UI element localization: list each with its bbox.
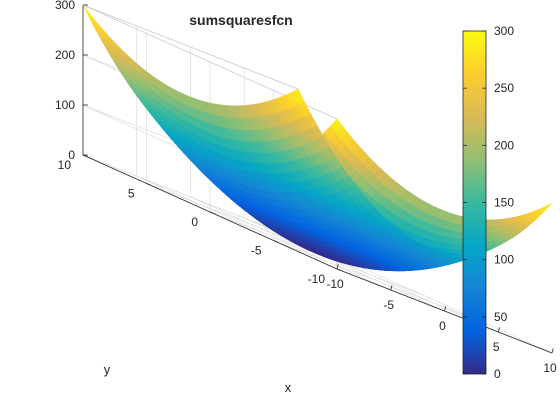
surface-plot xyxy=(82,4,553,272)
x-tick-label: 5 xyxy=(493,340,500,354)
y-axis-label: y xyxy=(104,362,111,377)
colorbar-tick-label: 150 xyxy=(494,196,514,210)
x-tick-label: -10 xyxy=(326,277,344,291)
chart-title: sumsquaresfcn xyxy=(189,12,292,28)
z-tick-label: 0 xyxy=(68,148,75,162)
colorbar-tick-label: 250 xyxy=(494,81,514,95)
surface-patch xyxy=(88,11,101,32)
x-tick-label: -5 xyxy=(383,298,394,312)
z-tick-label: 200 xyxy=(55,48,75,62)
y-tick-label: -10 xyxy=(308,272,326,286)
colorbar-gradient xyxy=(463,31,486,374)
colorbar[interactable]: 0 50 100 150 200 250 300 xyxy=(462,24,514,381)
colorbar-tick-label: 0 xyxy=(494,367,501,381)
y-tick-label: -5 xyxy=(251,244,262,258)
z-tick-label: 300 xyxy=(55,0,75,12)
y-tick-label: 10 xyxy=(58,158,72,172)
y-tick-label: 5 xyxy=(128,187,135,201)
surface-patch xyxy=(540,202,553,213)
y-tick-label: 0 xyxy=(191,215,198,229)
colorbar-tick-label: 200 xyxy=(494,138,514,152)
x-tick-label: 0 xyxy=(439,319,446,333)
z-tick-label: 100 xyxy=(55,98,75,112)
colorbar-tick-label: 50 xyxy=(494,310,508,324)
colorbar-ticks: 0 50 100 150 200 250 300 xyxy=(463,24,514,381)
colorbar-tick-label: 300 xyxy=(494,24,514,38)
x-axis-label: x xyxy=(285,380,292,395)
colorbar-tick-label: 100 xyxy=(494,253,514,267)
x-tick-label: 10 xyxy=(543,361,557,375)
